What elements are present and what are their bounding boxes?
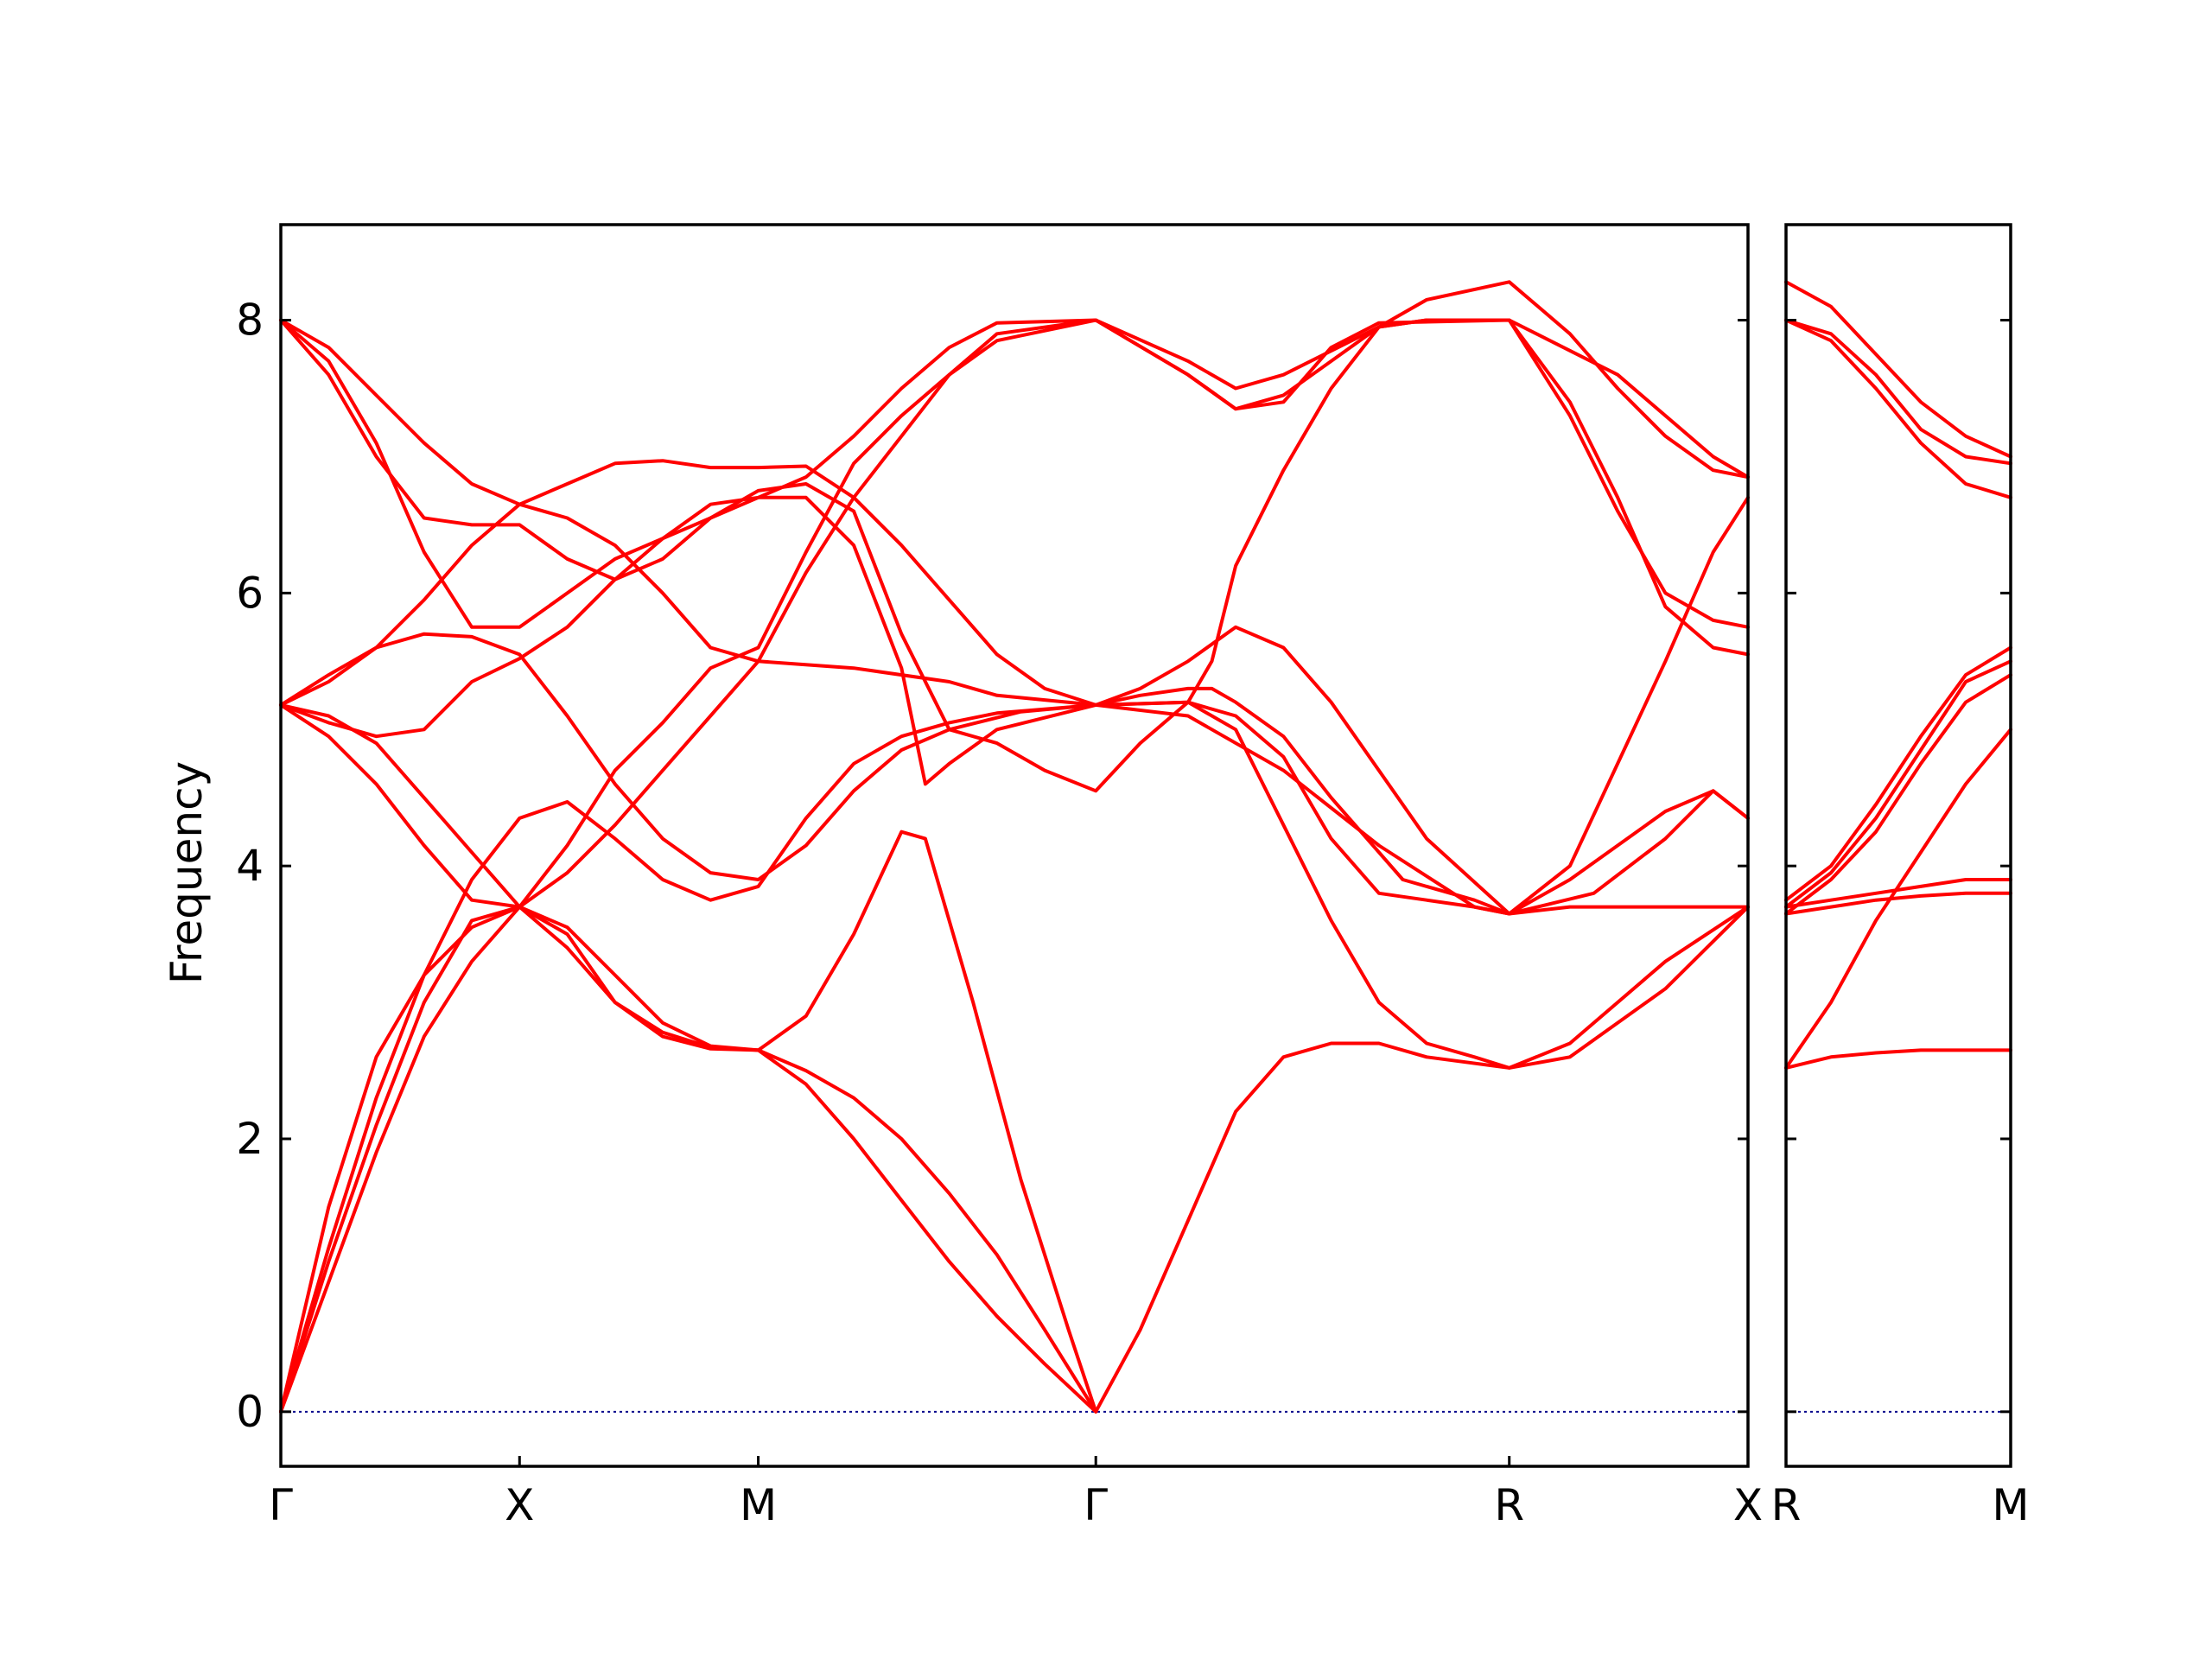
phonon-band-inset-7 bbox=[1784, 878, 2012, 909]
phonon-band-main-4 bbox=[279, 702, 1098, 1414]
plot-frame bbox=[1784, 223, 2012, 1468]
phonon-band-main-1 bbox=[279, 700, 1750, 1414]
x-tick-label: R bbox=[1494, 1480, 1524, 1530]
x-tick-label: M bbox=[1992, 1480, 2029, 1530]
phonon-band-inset-4 bbox=[1784, 645, 2012, 902]
x-tick-label: X bbox=[505, 1480, 534, 1530]
phonon-band-main-12 bbox=[279, 905, 1750, 1414]
phonon-band-main-9 bbox=[279, 318, 1750, 1070]
phonon-band-main-5 bbox=[279, 632, 1750, 916]
phonon-band-inset-2 bbox=[1784, 318, 2012, 466]
phonon-band-main-7 bbox=[279, 459, 1750, 916]
phonon-band-main-11 bbox=[279, 280, 1750, 793]
y-tick-label: 8 bbox=[236, 296, 264, 346]
phonon-band-inset-9 bbox=[1784, 728, 2012, 1070]
x-tick-label: M bbox=[740, 1480, 777, 1530]
y-axis-label: Frequency bbox=[162, 761, 212, 984]
phonon-band-inset-1 bbox=[1784, 280, 2012, 459]
x-tick-label: Γ bbox=[269, 1480, 293, 1530]
phonon-band-inset-8 bbox=[1784, 891, 2012, 916]
phonon-band-main-2 bbox=[279, 659, 1750, 1414]
y-tick-label: 0 bbox=[236, 1387, 264, 1437]
phonon-band-inset-6 bbox=[1784, 673, 2012, 916]
plot-frame bbox=[279, 223, 1750, 1468]
phonon-band-main-8 bbox=[279, 318, 1750, 664]
x-tick-label: Γ bbox=[1084, 1480, 1108, 1530]
y-tick-label: 4 bbox=[236, 841, 264, 891]
phonon-band-inset-10 bbox=[1784, 1048, 2012, 1070]
phonon-band-main-10 bbox=[279, 318, 1750, 909]
main-panel: 0 2 4 6 8 Γ X M Γ R X bbox=[236, 223, 1763, 1530]
y-tick-label: 2 bbox=[236, 1114, 264, 1164]
phonon-band-inset-3 bbox=[1784, 318, 2012, 499]
y-tick-label: 6 bbox=[236, 568, 264, 618]
x-tick-label: X bbox=[1733, 1480, 1763, 1530]
phonon-band-inset-5 bbox=[1784, 659, 2012, 909]
x-tick-label: R bbox=[1771, 1480, 1802, 1530]
